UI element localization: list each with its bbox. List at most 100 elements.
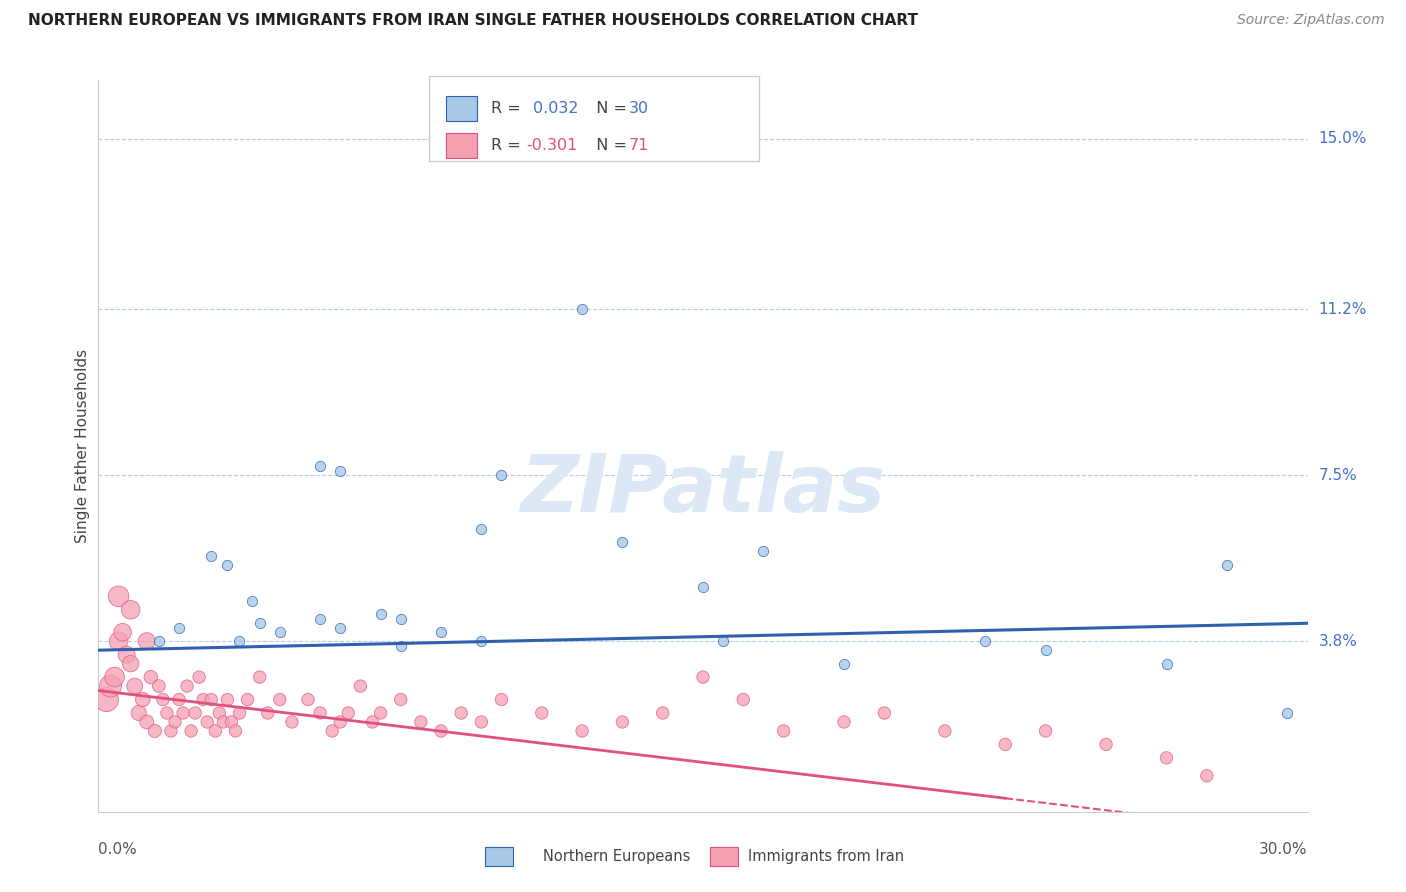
Point	[120, 657, 142, 671]
Point	[491, 468, 513, 483]
Point	[1156, 751, 1178, 765]
Point	[934, 723, 956, 738]
Point	[107, 634, 129, 648]
Point	[135, 634, 157, 648]
Text: Northern Europeans: Northern Europeans	[543, 849, 690, 863]
Point	[1195, 769, 1218, 783]
Point	[107, 590, 129, 604]
Point	[1216, 558, 1239, 572]
Point	[309, 612, 332, 626]
Point	[240, 594, 263, 608]
Point	[111, 625, 134, 640]
Text: 11.2%: 11.2%	[1319, 301, 1367, 317]
Point	[249, 670, 271, 684]
Text: 0.032: 0.032	[533, 101, 578, 116]
Point	[321, 723, 343, 738]
Point	[152, 692, 174, 706]
Point	[1277, 706, 1299, 720]
Point	[430, 625, 453, 640]
Point	[96, 692, 118, 706]
Point	[221, 714, 243, 729]
Point	[409, 714, 432, 729]
Text: 3.8%: 3.8%	[1319, 633, 1358, 648]
Point	[139, 670, 162, 684]
Point	[236, 692, 259, 706]
Point	[370, 607, 392, 622]
Point	[470, 714, 492, 729]
Point	[269, 625, 291, 640]
Point	[100, 679, 122, 693]
Point	[832, 714, 855, 729]
Text: 15.0%: 15.0%	[1319, 131, 1367, 146]
Point	[571, 302, 593, 317]
Point	[309, 706, 332, 720]
Point	[228, 634, 250, 648]
Point	[167, 692, 190, 706]
Point	[120, 603, 142, 617]
Point	[571, 723, 593, 738]
Point	[612, 535, 634, 549]
Point	[256, 706, 278, 720]
Point	[612, 714, 634, 729]
Point	[163, 714, 186, 729]
Point	[1035, 723, 1057, 738]
Point	[148, 679, 170, 693]
Point	[752, 544, 775, 558]
Point	[733, 692, 755, 706]
Text: N =: N =	[586, 101, 633, 116]
Text: -0.301: -0.301	[526, 137, 578, 153]
Point	[132, 692, 155, 706]
Point	[135, 714, 157, 729]
Text: NORTHERN EUROPEAN VS IMMIGRANTS FROM IRAN SINGLE FATHER HOUSEHOLDS CORRELATION C: NORTHERN EUROPEAN VS IMMIGRANTS FROM IRA…	[28, 13, 918, 29]
Point	[994, 738, 1017, 752]
Point	[1156, 657, 1178, 671]
Point	[128, 706, 150, 720]
Text: Immigrants from Iran: Immigrants from Iran	[748, 849, 904, 863]
Point	[361, 714, 384, 729]
Point	[297, 692, 319, 706]
Point	[193, 692, 215, 706]
Point	[103, 670, 125, 684]
Point	[1095, 738, 1118, 752]
Point	[200, 692, 222, 706]
Point	[204, 723, 226, 738]
Text: N =: N =	[586, 137, 633, 153]
Point	[188, 670, 211, 684]
Point	[184, 706, 207, 720]
Point	[832, 657, 855, 671]
Text: R =: R =	[491, 101, 530, 116]
Point	[195, 714, 218, 729]
Point	[176, 679, 198, 693]
Point	[370, 706, 392, 720]
Point	[329, 621, 352, 635]
Point	[172, 706, 194, 720]
Point	[217, 558, 239, 572]
Point	[491, 692, 513, 706]
Point	[156, 706, 179, 720]
Text: 7.5%: 7.5%	[1319, 467, 1357, 483]
Text: 0.0%: 0.0%	[98, 842, 138, 857]
Point	[200, 549, 222, 563]
Point	[148, 634, 170, 648]
Point	[651, 706, 673, 720]
Point	[309, 459, 332, 474]
Point	[711, 634, 734, 648]
Point	[349, 679, 371, 693]
Point	[337, 706, 360, 720]
Text: Source: ZipAtlas.com: Source: ZipAtlas.com	[1237, 13, 1385, 28]
Point	[974, 634, 997, 648]
Point	[389, 692, 412, 706]
Point	[249, 616, 271, 631]
Point	[430, 723, 453, 738]
Point	[167, 621, 190, 635]
Point	[224, 723, 246, 738]
Point	[389, 612, 412, 626]
Point	[530, 706, 553, 720]
Text: 30: 30	[628, 101, 648, 116]
Text: R =: R =	[491, 137, 526, 153]
Point	[143, 723, 166, 738]
Text: 71: 71	[628, 137, 648, 153]
Point	[692, 670, 714, 684]
Point	[217, 692, 239, 706]
Point	[450, 706, 472, 720]
